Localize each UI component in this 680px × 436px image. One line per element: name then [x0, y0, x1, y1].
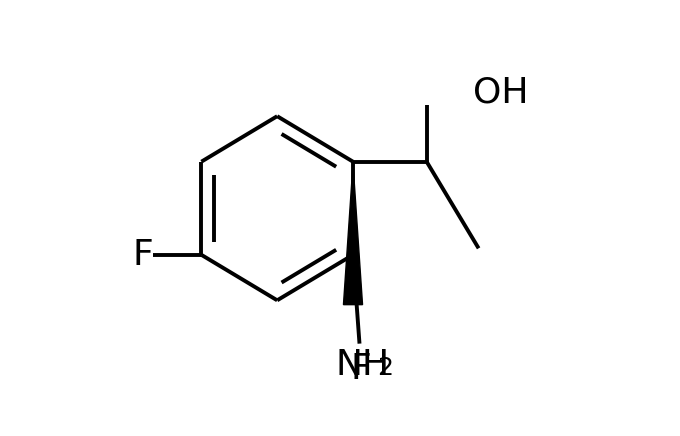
Text: NH: NH	[336, 348, 390, 382]
Text: 2: 2	[377, 356, 393, 380]
Text: OH: OH	[473, 76, 528, 110]
Text: F: F	[132, 238, 153, 272]
Polygon shape	[343, 164, 362, 305]
Text: F: F	[350, 352, 371, 386]
